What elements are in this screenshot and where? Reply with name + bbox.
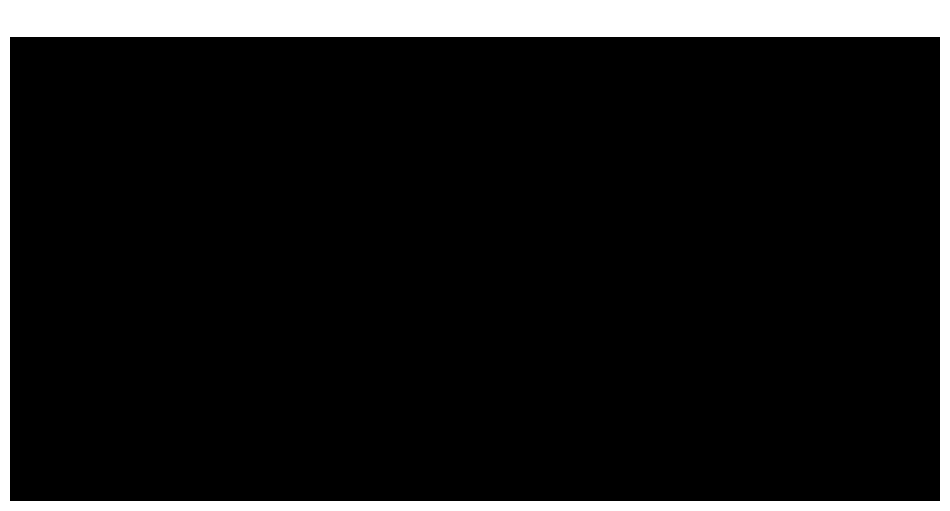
wordcloud-canvas (10, 37, 940, 501)
wordcloud-svg (10, 37, 940, 501)
